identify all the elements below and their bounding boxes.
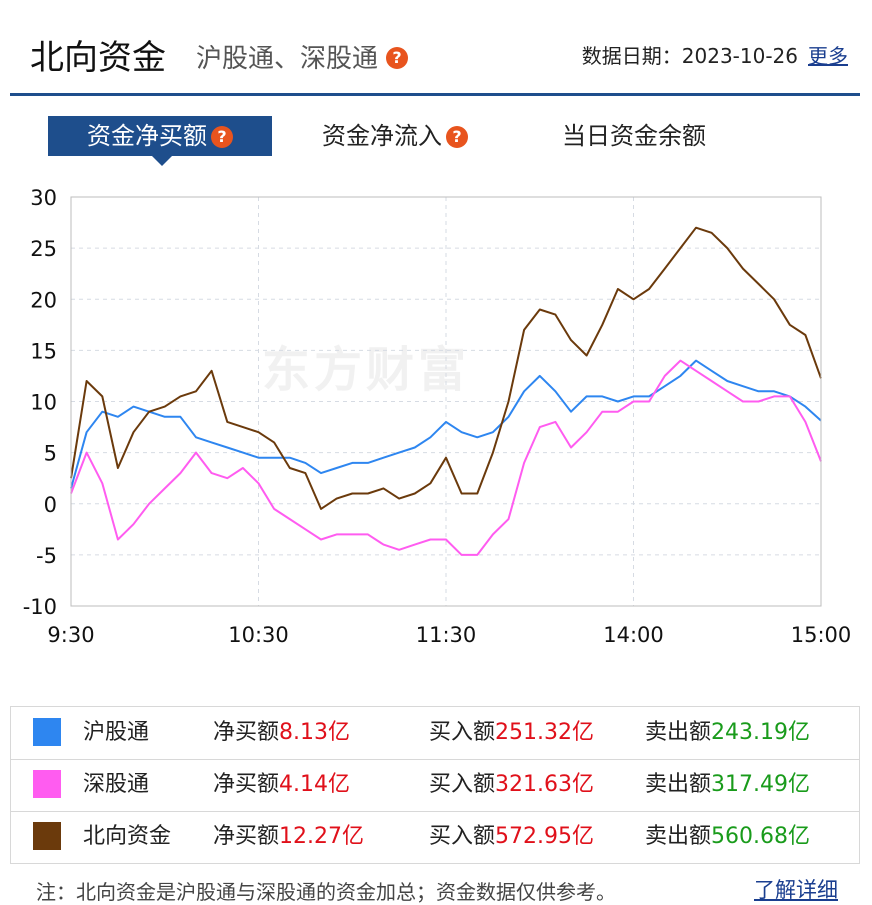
row-name: 北向资金: [83, 824, 172, 849]
sell-cell: 卖出额560.68亿: [645, 811, 810, 863]
sell-cell: 卖出额243.19亿: [645, 707, 810, 759]
tab-net-buy[interactable]: 资金净买额?: [48, 116, 272, 166]
series-swatch: [33, 718, 61, 746]
buy-value: 572.95亿: [495, 824, 594, 849]
header-divider: [10, 93, 860, 96]
table-row: 沪股通 净买额8.13亿 买入额251.32亿 卖出额243.19亿: [11, 707, 859, 760]
x-tick-label: 14:00: [603, 623, 664, 647]
sell-cell: 卖出额317.49亿: [645, 759, 810, 811]
sell-label: 卖出额: [645, 720, 712, 745]
net-buy-label: 净买额: [213, 824, 280, 849]
more-link[interactable]: 更多: [808, 44, 848, 68]
y-tick-label: 25: [30, 237, 57, 261]
buy-label: 买入额: [429, 720, 496, 745]
chart-ticks: -10 -5 0 5 10 15 20 25 30 9:30 10:30 11:30 14:00 15:0…: [23, 186, 852, 647]
net-buy-label: 净买额: [213, 720, 280, 745]
net-buy-cell: 净买额4.14亿: [213, 759, 350, 811]
series-line: [70, 359, 822, 489]
net-buy-label: 净买额: [213, 772, 280, 797]
table-row: 北向资金 净买额12.27亿 买入额572.95亿 卖出额560.68亿: [11, 811, 859, 863]
series-line: [70, 226, 822, 510]
summary-table: 沪股通 净买额8.13亿 买入额251.32亿 卖出额243.19亿 深股通 净…: [10, 706, 860, 864]
net-buy-value: 4.14亿: [279, 772, 351, 797]
active-tab-pointer: [152, 156, 172, 166]
table-row: 深股通 净买额4.14亿 买入额321.63亿 卖出额317.49亿: [11, 759, 859, 812]
chart-grid: [71, 197, 821, 606]
tab-net-inflow[interactable]: 资金净流入?: [322, 116, 468, 156]
series-swatch: [33, 822, 61, 850]
net-buy-chart: -10 -5 0 5 10 15 20 25 30 9:30 10:30 11:30 14:00 15:0…: [23, 186, 852, 647]
series-line: [70, 359, 822, 556]
page-title: 北向资金: [30, 38, 166, 78]
watermark-logo: 东方财富: [262, 342, 471, 398]
learn-more-link[interactable]: 了解详细: [754, 878, 838, 902]
x-tick-label: 10:30: [228, 623, 289, 647]
help-icon[interactable]: ?: [446, 126, 468, 148]
chart-series: [70, 226, 822, 556]
sell-value: 243.19亿: [711, 720, 810, 745]
x-tick-label: 11:30: [416, 623, 477, 647]
buy-cell: 买入额251.32亿: [429, 707, 594, 759]
sell-label: 卖出额: [645, 772, 712, 797]
net-buy-cell: 净买额12.27亿: [213, 811, 364, 863]
data-date: 数据日期：2023-10-26 更多: [582, 40, 848, 69]
help-icon[interactable]: ?: [211, 126, 233, 148]
buy-value: 251.32亿: [495, 720, 594, 745]
sell-label: 卖出额: [645, 824, 712, 849]
x-tick-label: 15:00: [791, 623, 852, 647]
buy-cell: 买入额321.63亿: [429, 759, 594, 811]
sell-value: 317.49亿: [711, 772, 810, 797]
page-subtitle: 沪股通、深股通?: [196, 38, 409, 75]
series-swatch: [33, 770, 61, 798]
footnote: 注：北向资金是沪股通与深股通的资金加总；资金数据仅供参考。: [36, 880, 616, 904]
tab-daily-balance[interactable]: 当日资金余额: [562, 116, 706, 156]
y-tick-label: 0: [44, 493, 57, 517]
buy-label: 买入额: [429, 772, 496, 797]
y-tick-label: -10: [23, 595, 57, 619]
buy-value: 321.63亿: [495, 772, 594, 797]
subtitle-text: 沪股通、深股通: [196, 44, 379, 74]
buy-label: 买入额: [429, 824, 496, 849]
date-label: 数据日期：: [581, 44, 682, 68]
buy-cell: 买入额572.95亿: [429, 811, 594, 863]
y-tick-label: 15: [30, 339, 57, 363]
row-name: 沪股通: [83, 720, 150, 745]
net-buy-value: 8.13亿: [279, 720, 351, 745]
help-icon[interactable]: ?: [386, 46, 409, 69]
net-buy-cell: 净买额8.13亿: [213, 707, 350, 759]
tab-net-inflow-label: 资金净流入: [322, 122, 442, 150]
tab-bar: 资金净买额? 资金净流入? 当日资金余额: [0, 110, 872, 170]
y-tick-label: 5: [44, 442, 57, 466]
date-value: 2023-10-26: [681, 44, 798, 68]
y-tick-label: -5: [36, 544, 57, 568]
y-tick-label: 30: [30, 186, 57, 210]
y-tick-label: 10: [30, 391, 57, 415]
header: 北向资金 沪股通、深股通? 数据日期：2023-10-26 更多: [0, 0, 872, 96]
tab-net-buy-label: 资金净买额: [87, 122, 207, 150]
sell-value: 560.68亿: [711, 824, 810, 849]
plot-frame: [70, 196, 822, 607]
net-buy-value: 12.27亿: [279, 824, 364, 849]
tab-daily-balance-label: 当日资金余额: [562, 122, 706, 150]
y-tick-label: 20: [30, 288, 57, 312]
row-name: 深股通: [83, 772, 150, 797]
x-tick-label: 9:30: [47, 623, 94, 647]
